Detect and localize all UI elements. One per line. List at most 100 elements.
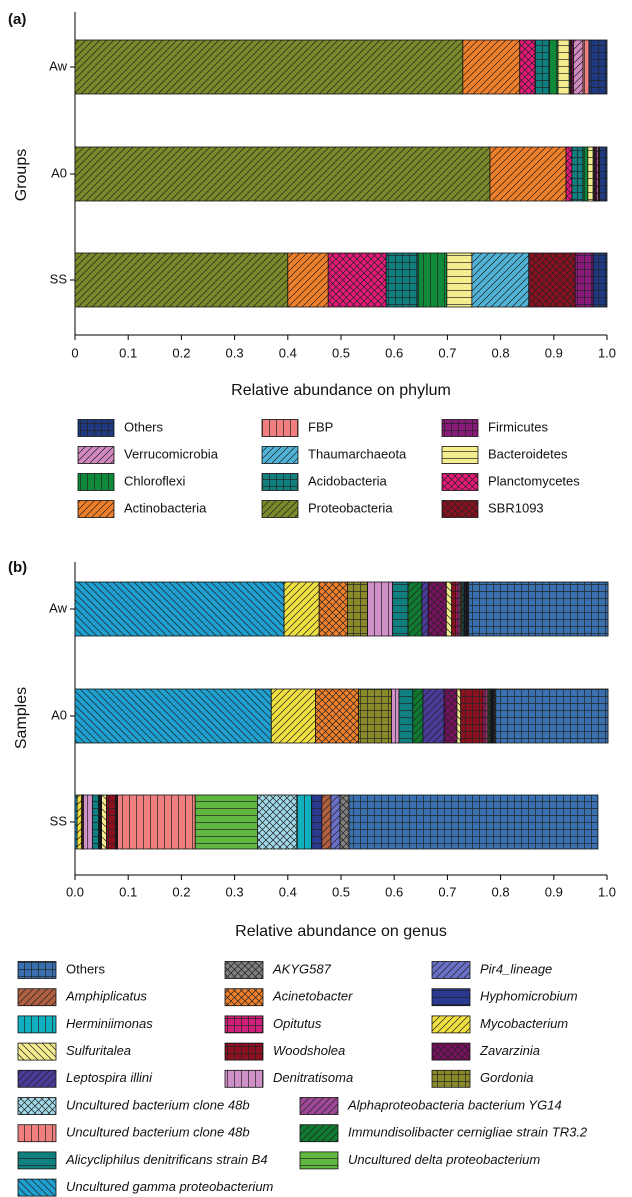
y-tick-label: SS [50,813,68,828]
x-tick-label: 1.0 [598,884,616,899]
legend-label: Gordonia [480,1070,533,1085]
legend-swatch [77,419,115,437]
bar-segment [348,794,599,850]
x-tick-label: 0.8 [492,345,510,360]
legend-label: Others [66,961,106,976]
legend-swatch [77,473,115,491]
bar-segment [83,794,93,850]
bar-segment [367,581,394,637]
x-tick-label: 0.4 [279,345,297,360]
x-tick-label: 0.7 [438,884,456,899]
legend-swatch [17,1042,57,1061]
x-tick-label: 0.2 [172,884,190,899]
bar-segment [412,688,424,744]
legend-label: Sulfuritalea [66,1043,131,1058]
bar-segment [582,146,589,202]
legend-label: Uncultured bacterium clone 48b [66,1097,250,1112]
bar-segment [443,688,458,744]
legend-label: Chloroflexi [124,473,186,488]
bar-segment [346,581,369,637]
legend-swatch [17,1069,57,1088]
y-tick-label: SS [50,271,68,286]
bar-segment [105,794,116,850]
legend-swatch [441,500,479,518]
panel-label: (b) [8,559,27,576]
legend-swatch [17,1178,57,1197]
bar-segment [451,581,457,637]
legend-label: Pir4_lineage [480,961,552,976]
bar-segment [519,39,536,95]
bar-segment [257,794,298,850]
bar-segment [117,794,196,850]
bar-segment [588,39,608,95]
legend-label: Planctomycetes [488,473,580,488]
legend-swatch [17,1097,57,1115]
legend-swatch [17,1151,57,1170]
bar-segment [534,39,550,95]
legend-label: Verrucomicrobia [124,446,219,461]
legend-swatch [224,1042,264,1061]
legend-label: Others [124,419,164,434]
bar-segment [74,688,272,744]
legend-label: Hyphomicrobium [480,989,578,1004]
x-tick-label: 0.5 [332,345,350,360]
bar-segment [315,688,359,744]
bar-segment [421,581,429,637]
x-tick-label: 0.1 [119,345,137,360]
bar-segment [574,252,594,308]
bar-segment [74,581,285,637]
bar-segment [74,252,289,308]
x-tick-label: 0.9 [545,884,563,899]
legend-label: Woodsholea [273,1043,345,1058]
bar-segment [456,688,462,744]
y-axis-title: Samples [13,687,30,749]
x-tick-label: 0.0 [66,884,84,899]
x-tick-label: 0.7 [438,345,456,360]
bar-segment [528,252,576,308]
bar-segment [385,252,419,308]
bar-segment [101,794,107,850]
legend-swatch [17,961,57,979]
legend-swatch [261,446,299,464]
bar-segment [358,688,392,744]
legend-swatch [431,961,471,979]
bar-segment [422,688,445,744]
legend-label: SBR1093 [488,500,544,515]
bar-segment [296,794,313,850]
legend-swatch [17,1015,57,1034]
legend-label: Mycobacterium [480,1016,568,1031]
legend-label: Actinobacteria [124,500,207,515]
bar-segment [339,794,350,850]
legend-swatch [224,961,264,979]
legend-label: Alicycliphilus denitrificans strain B4 [65,1152,268,1167]
x-tick-label: 0.9 [545,345,563,360]
legend-swatch [431,1015,471,1034]
panel-label: (a) [8,11,26,28]
bar-segment [489,146,567,202]
bar-segment [468,581,609,637]
legend-swatch [224,1015,264,1034]
bar-segment [398,688,414,744]
legend-swatch [224,1069,264,1088]
bar-segment [582,39,590,95]
legend-swatch [441,419,479,437]
x-tick-label: 0.2 [172,345,190,360]
bar-segment [283,581,320,637]
legend-swatch [261,419,299,437]
bar-segment [74,39,464,95]
bar-segment [445,581,453,637]
bar-segment [391,688,400,744]
legend-label: Leptospira illini [66,1070,153,1085]
legend-label: Uncultured gamma proteobacterium [66,1179,274,1194]
bar-segment [548,39,559,95]
bar-segment [311,794,323,850]
bar-segment [330,794,341,850]
bar-segment [460,688,484,744]
legend-swatch [17,1124,57,1143]
x-tick-label: 0.1 [119,884,137,899]
x-tick-label: 1.0 [598,345,616,360]
legend-label: AKYG587 [272,961,332,976]
legend-swatch [17,988,57,1007]
legend-swatch [77,446,115,464]
y-tick-label: A0 [51,707,67,722]
